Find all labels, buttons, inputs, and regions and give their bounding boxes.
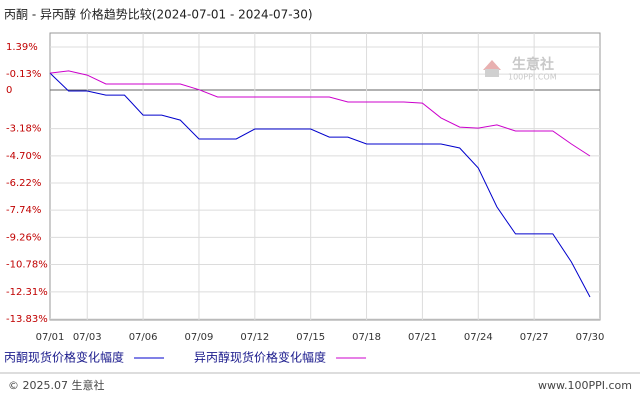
y-tick-label: -10.78% — [6, 259, 48, 270]
x-tick-label: 07/01 — [36, 332, 65, 343]
series-line — [49, 70, 591, 157]
y-tick-label: -4.70% — [6, 151, 41, 162]
x-tick-label: 07/18 — [352, 332, 381, 343]
plot-frame — [49, 32, 601, 321]
y-tick-label: -6.22% — [6, 178, 41, 189]
watermark-logo — [483, 60, 501, 70]
y-tick-label: 1.39% — [6, 42, 38, 53]
y-tick-label: -13.83% — [6, 314, 48, 325]
x-tick-label: 07/21 — [408, 332, 437, 343]
watermark: 生意社 100PPI.COM — [483, 56, 557, 82]
y-tick-label: -7.74% — [6, 205, 41, 216]
footer-right: www.100PPI.com — [538, 379, 632, 392]
x-tick-label: 07/03 — [73, 332, 102, 343]
x-tick-label: 07/24 — [464, 332, 493, 343]
watermark-site: 100PPI.COM — [508, 73, 557, 82]
y-tick-label: -12.31% — [6, 287, 48, 298]
watermark-name: 生意社 — [512, 56, 554, 73]
legend-label: 异丙醇现货价格变化幅度 — [194, 350, 326, 365]
series-line — [49, 72, 591, 298]
x-tick-label: 07/12 — [240, 332, 269, 343]
x-tick-label: 07/15 — [296, 332, 325, 343]
baseline-label: 0 — [6, 85, 12, 96]
watermark-logo-base — [485, 69, 499, 77]
x-tick-label: 07/30 — [576, 332, 605, 343]
x-tick-label: 07/09 — [185, 332, 214, 343]
y-tick-label: -3.18% — [6, 124, 41, 135]
y-tick-label: -9.26% — [6, 232, 41, 243]
x-tick-label: 07/27 — [520, 332, 549, 343]
x-tick-label: 07/06 — [129, 332, 158, 343]
y-tick-label: -0.13% — [6, 69, 41, 80]
footer-left: © 2025.07 生意社 — [8, 378, 104, 392]
chart-title: 丙酮 - 异丙醇 价格趋势比较(2024-07-01 - 2024-07-30) — [4, 7, 313, 22]
legend-label: 丙酮现货价格变化幅度 — [4, 350, 124, 365]
